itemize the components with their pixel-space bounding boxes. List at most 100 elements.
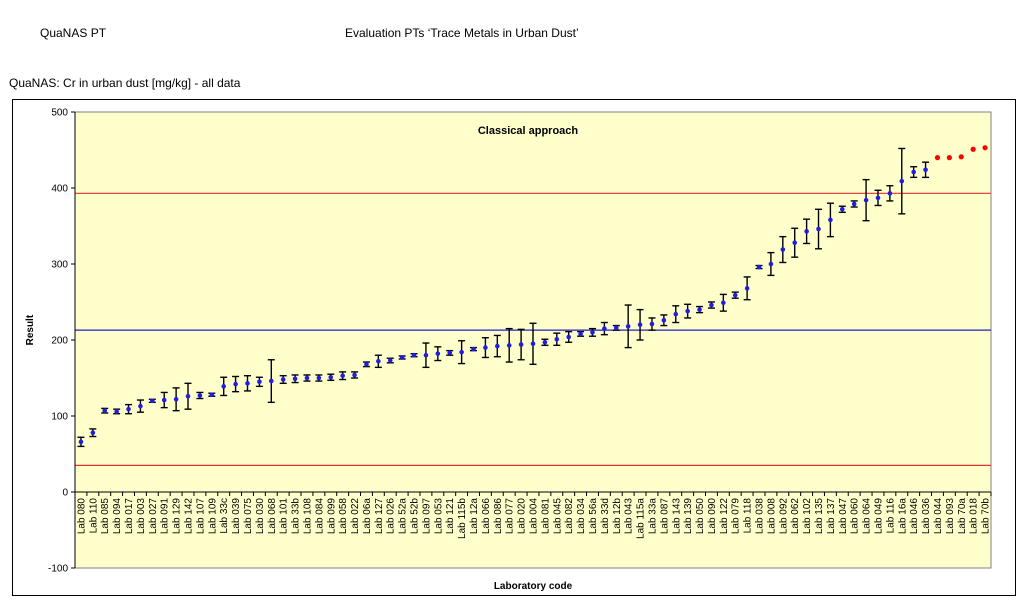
x-tick-label: Lab 33b [291, 498, 302, 535]
data-marks: Lab 080 Lab 110 Lab 085 Lab 094 Lab 017 Lab 0… [76, 145, 992, 539]
x-tick-label: Lab 139 [683, 498, 694, 535]
data-point [661, 317, 667, 323]
data-point [340, 373, 345, 379]
data-point [328, 374, 334, 380]
x-tick-label: Lab 079 [731, 498, 742, 535]
data-point [637, 322, 643, 328]
data-point [90, 430, 96, 436]
outlier-point [934, 155, 941, 161]
x-tick-label: Lab 108 [302, 498, 313, 535]
x-tick-label: Lab 115a [636, 498, 647, 539]
outlier-point [982, 145, 988, 151]
x-tick-label: Lab 045 [552, 498, 563, 535]
data-point [625, 324, 631, 329]
data-point [364, 362, 369, 367]
x-tick-label: Lab 017 [124, 498, 135, 535]
x-tick-label: Lab 027 [148, 498, 159, 535]
x-tick-label: Lab 127 [374, 498, 385, 535]
x-tick-label: Lab 118 [743, 498, 754, 534]
x-tick-label: Lab 52a [398, 498, 409, 535]
x-tick-label: Lab 101 [279, 498, 290, 535]
data-point [435, 351, 441, 356]
data-point [399, 355, 405, 360]
x-tick-label: Lab 004 [529, 498, 540, 535]
data-point [102, 408, 108, 413]
y-tick-label: 400 [51, 184, 68, 195]
data-point [506, 343, 512, 348]
x-tick-label: Lab 081 [540, 498, 551, 535]
x-tick-label: Lab 06a [362, 498, 373, 535]
x-tick-label: Lab 066 [481, 498, 492, 535]
data-point [816, 226, 821, 232]
data-point [233, 381, 238, 387]
data-point [828, 217, 833, 223]
data-point [899, 178, 905, 184]
data-point [161, 397, 167, 403]
data-point [673, 311, 679, 317]
chart-title: Classical approach [478, 125, 579, 137]
data-point [685, 308, 690, 314]
data-point [792, 240, 798, 246]
x-tick-label: Lab 099 [326, 498, 337, 535]
data-point [423, 352, 429, 358]
data-point [697, 307, 702, 312]
data-point [352, 372, 357, 378]
x-tick-label: Lab 084 [314, 498, 325, 535]
x-tick-label: Lab 33d [600, 498, 611, 534]
x-tick-label: Lab 044 [933, 498, 944, 535]
header-center-title: Evaluation PTs ‘Trace Metals in Urban Du… [345, 26, 579, 40]
x-tick-label: Lab 075 [243, 498, 254, 535]
x-tick-label: Lab 137 [826, 498, 837, 535]
x-tick-label: Lab 110 [88, 498, 99, 534]
data-point [566, 334, 571, 340]
chart-svg: Classical approach Result Laboratory cod… [25, 108, 992, 593]
data-point [280, 377, 286, 382]
data-point [138, 403, 143, 409]
y-tick-label: 300 [51, 260, 68, 271]
x-tick-label: Lab 12a [469, 498, 480, 535]
y-tick-label: -100 [48, 564, 68, 575]
x-tick-label: Lab 143 [671, 498, 682, 535]
x-tick-label: Lab 026 [386, 498, 397, 535]
y-tick-label: 100 [51, 412, 68, 423]
x-tick-label: Lab 085 [100, 498, 111, 535]
outlier-point [946, 155, 952, 161]
data-point [518, 342, 524, 347]
x-tick-label: Lab 70a [957, 498, 968, 535]
data-point [257, 379, 262, 385]
x-tick-label: Lab 034 [576, 498, 587, 535]
data-point [804, 229, 809, 234]
x-tick-label: Lab 062 [790, 498, 801, 535]
x-tick-label: Lab 33c [219, 498, 230, 534]
x-tick-label: Lab 022 [350, 498, 361, 535]
y-tick-label: 200 [51, 336, 68, 347]
y-axis-label: Result [25, 314, 36, 345]
data-point [744, 286, 750, 291]
x-tick-label: Lab 039 [231, 498, 242, 535]
data-point [780, 247, 786, 252]
data-point [459, 349, 464, 355]
x-tick-label: Lab 115b [457, 498, 468, 539]
x-tick-label: Lab 049 [873, 498, 884, 535]
chart-subtitle: QuaNAS: Cr in urban dust [mg/kg] - all d… [9, 76, 241, 90]
x-tick-label: Lab 080 [76, 498, 87, 535]
data-point [245, 381, 250, 386]
x-tick-label: Lab 52b [410, 498, 421, 535]
data-point [268, 378, 274, 384]
data-point [376, 358, 381, 364]
x-tick-label: Lab 030 [255, 498, 266, 535]
y-tick-label: 500 [51, 108, 68, 119]
data-point [613, 325, 619, 331]
data-point [911, 169, 916, 175]
x-tick-label: Lab 129 [172, 498, 183, 535]
x-tick-label: Lab 090 [707, 498, 718, 535]
data-point [768, 261, 774, 267]
data-point [875, 195, 881, 201]
x-tick-label: Lab 086 [493, 498, 504, 535]
data-point [150, 398, 155, 404]
data-point [471, 346, 476, 352]
header-left-title: QuaNAS PT [40, 26, 107, 40]
data-point [590, 330, 595, 335]
x-tick-label: Lab 091 [160, 498, 171, 535]
x-tick-label: Lab 142 [184, 498, 195, 535]
